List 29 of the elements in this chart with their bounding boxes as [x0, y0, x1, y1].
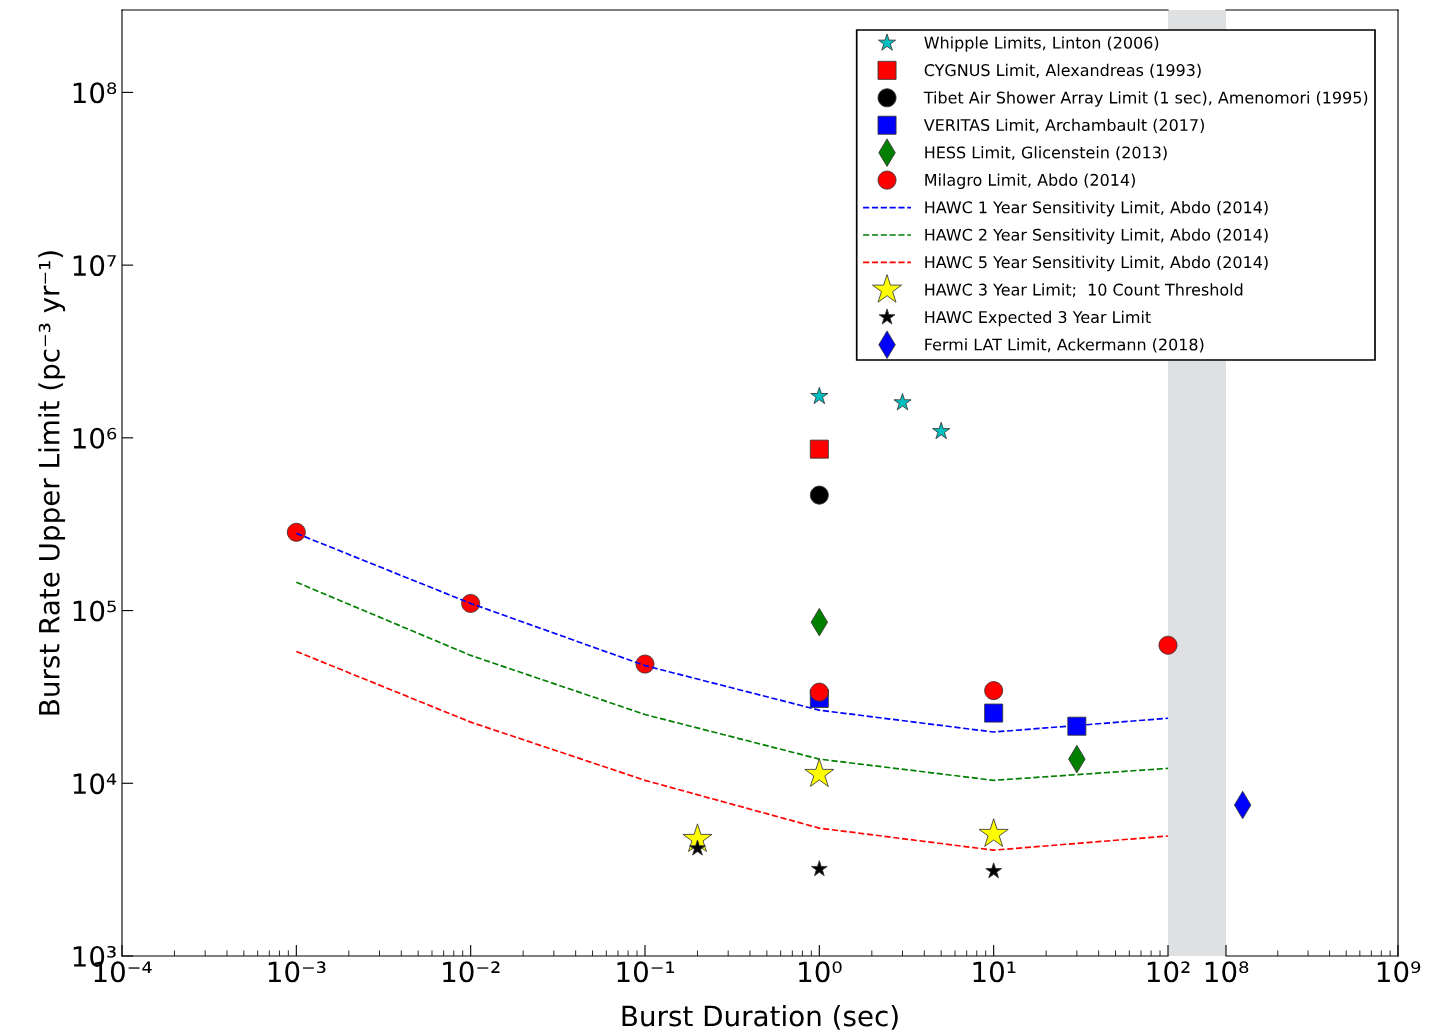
y-tick-label: 10⁷	[73, 255, 116, 277]
x-tick-label: 10²	[1147, 961, 1190, 983]
legend-label: Tibet Air Shower Array Limit (1 sec), Amenomori (1995)	[923, 91, 1368, 107]
x-tick-label: 10⁻³	[268, 961, 326, 983]
x-tick-label: 10¹	[973, 961, 1016, 983]
y-tick-label: 10⁵	[73, 600, 116, 622]
line-series	[295, 650, 1169, 851]
y-tick-label: 10⁶	[73, 427, 117, 449]
line-series	[295, 581, 1169, 782]
text: Fermi LAT Limit, Ackermann (2018)	[925, 338, 1204, 353]
x-axis-title: Burst Duration (sec)	[622, 1005, 898, 1030]
y-axis-title: Burst Rate Upper Limit (pc⁻³ yr⁻¹)	[38, 251, 66, 715]
y-tick-label: 10⁸	[73, 82, 117, 104]
y-tick-label: 10⁴	[73, 773, 117, 795]
legend-label: HAWC Expected 3 Year Limit	[925, 310, 1151, 327]
legend-label: CYGNUS Limit, Alexandreas (1993)	[924, 63, 1201, 79]
x-tick-label: 10⁻¹	[617, 961, 675, 983]
legend-label: VERITAS Limit, Archambault (2017)	[923, 118, 1204, 133]
x-tick-label: 10⁰	[799, 961, 842, 983]
x-tick-label: 10⁹	[1377, 961, 1421, 983]
x-tick-label: 10⁻²	[443, 961, 500, 983]
legend-label: HAWC 5 Year Sensitivity Limit, Abdo (2014)	[925, 255, 1268, 272]
legend-label: Milagro Limit, Abdo (2014)	[925, 173, 1135, 190]
legend-label: HAWC 3 Year Limit; 10 Count Threshold	[925, 283, 1243, 298]
legend-label: HAWC 1 Year Sensitivity Limit, Abdo (2014)	[925, 201, 1268, 217]
legend-label: HAWC 2 Year Sensitivity Limit, Abdo (2014)	[925, 228, 1268, 244]
legend-label: Whipple Limits, Linton (2006)	[924, 36, 1159, 52]
x-tick-label: 10⁸	[1205, 961, 1249, 983]
legend-label: HESS Limit, Glicenstein (2013)	[925, 146, 1167, 161]
